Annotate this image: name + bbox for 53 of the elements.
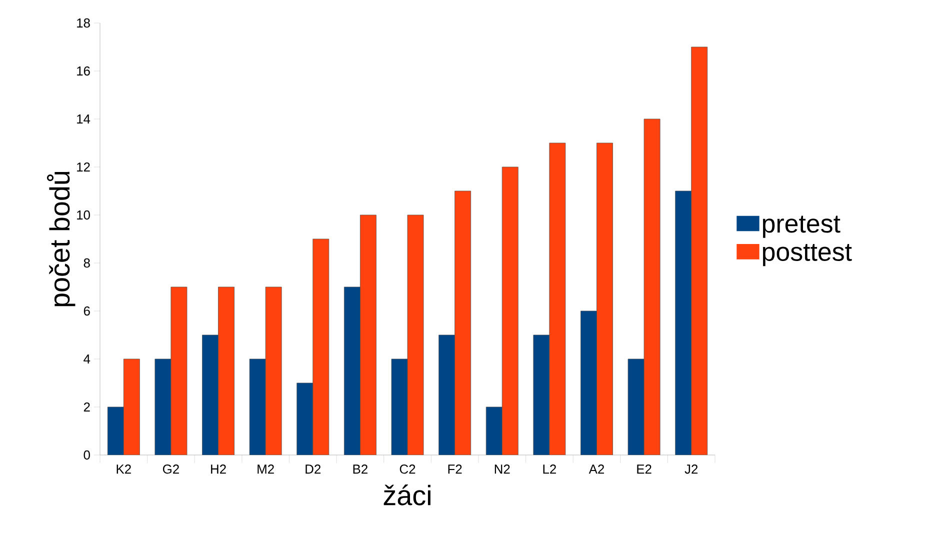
bar bbox=[249, 358, 266, 455]
bar bbox=[438, 334, 456, 455]
bar bbox=[344, 286, 360, 455]
x-axis-title: žáci bbox=[384, 484, 430, 506]
x-tick-label: N2 bbox=[494, 464, 510, 474]
bar bbox=[691, 46, 708, 455]
y-axis-title: počet bodů bbox=[46, 172, 76, 306]
bar bbox=[107, 406, 124, 455]
y-tick-label: 18 bbox=[77, 18, 90, 28]
bar bbox=[675, 190, 692, 455]
y-tick-label: 14 bbox=[77, 114, 90, 124]
bar bbox=[596, 142, 613, 455]
y-tick-label: 6 bbox=[84, 306, 90, 316]
bar bbox=[123, 358, 140, 455]
bar bbox=[154, 358, 172, 455]
bar bbox=[628, 358, 644, 455]
x-tick-label: A2 bbox=[588, 464, 604, 474]
bar bbox=[202, 334, 218, 455]
y-tick-label: 4 bbox=[84, 354, 90, 364]
x-tick-label: B2 bbox=[353, 464, 368, 474]
bar bbox=[407, 214, 424, 455]
x-tick-label: F2 bbox=[448, 464, 462, 474]
y-tick-label: 16 bbox=[77, 66, 90, 76]
x-tick-label: D2 bbox=[306, 464, 321, 474]
y-tick-label: 10 bbox=[77, 210, 90, 220]
bar bbox=[312, 238, 330, 455]
x-tick-label: J2 bbox=[684, 464, 698, 474]
bar bbox=[170, 286, 188, 455]
y-tick-label: 0 bbox=[84, 450, 90, 460]
x-tick-label: C2 bbox=[400, 464, 416, 474]
y-tick-label: 12 bbox=[77, 162, 90, 172]
legend-label: pretest bbox=[762, 216, 840, 238]
bar bbox=[549, 142, 566, 455]
bar bbox=[218, 286, 234, 455]
x-tick-label: M2 bbox=[258, 464, 274, 474]
x-tick-label: E2 bbox=[637, 464, 652, 474]
y-tick-label: 8 bbox=[84, 258, 90, 268]
legend-label: posttest bbox=[762, 244, 852, 266]
x-tick-label: L2 bbox=[543, 464, 556, 474]
bar bbox=[533, 334, 550, 455]
y-tick-label: 2 bbox=[84, 402, 90, 412]
bar bbox=[454, 190, 472, 455]
x-tick-label: G2 bbox=[162, 464, 179, 474]
bar bbox=[580, 310, 597, 455]
x-tick-label: H2 bbox=[211, 464, 226, 474]
bar bbox=[265, 286, 282, 455]
bar bbox=[391, 358, 408, 455]
bar bbox=[502, 166, 518, 455]
bar bbox=[486, 406, 502, 455]
bar bbox=[360, 214, 376, 455]
x-tick-label: K2 bbox=[116, 464, 131, 474]
bar bbox=[644, 118, 660, 455]
bar bbox=[296, 382, 314, 455]
